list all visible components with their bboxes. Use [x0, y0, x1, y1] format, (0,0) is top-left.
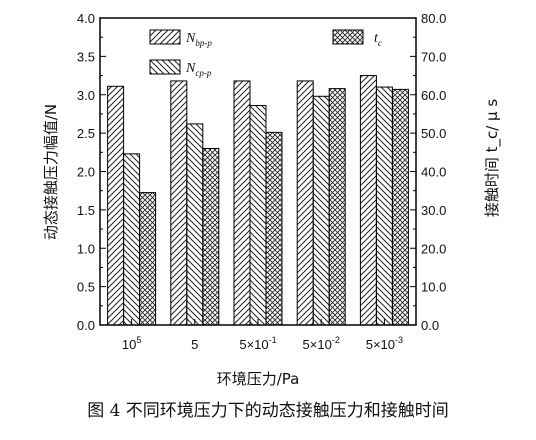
bar-ncp: [186, 123, 204, 326]
bar-tc: [391, 88, 409, 326]
legend-swatch-ncp: [149, 59, 181, 75]
left-tick-label: 2.5: [77, 126, 95, 141]
legend-label-ncp: Ncp-p: [185, 61, 212, 78]
right-tick-label: 80.0: [421, 11, 446, 26]
right-tick-label: 30.0: [421, 203, 446, 218]
x-tick-label: 5×10-1: [239, 335, 276, 352]
legend-label-nbp: Nbp-p: [185, 31, 212, 48]
x-tick-label: 5: [191, 337, 198, 352]
right-tick-label: 10.0: [421, 280, 446, 295]
right-tick-label: 0.0: [421, 318, 439, 333]
left-tick-label: 3.0: [77, 88, 95, 103]
bar-ncp: [312, 95, 330, 326]
bar-nbp: [107, 85, 125, 326]
right-axis-ticks: 0.0 10.0 20.0 30.0 40.0 50.0 60.0 70.0 80.0: [410, 11, 446, 333]
bar-ncp: [123, 153, 141, 326]
right-tick-label: 70.0: [421, 49, 446, 64]
legend: Nbp-p Ncp-p tc: [149, 29, 382, 78]
left-tick-label: 0.0: [77, 318, 95, 333]
left-axis-ticks: 0.0 0.5 1.0 1.5 2.0 2.5 3.0 3.5 4.0: [77, 11, 106, 333]
left-tick-label: 0.5: [77, 280, 95, 295]
left-tick-label: 3.5: [77, 49, 95, 64]
bar-nbp: [296, 80, 314, 326]
x-tick-label: 105: [122, 335, 141, 352]
bar-ncp: [375, 86, 393, 326]
right-tick-label: 60.0: [421, 88, 446, 103]
legend-swatch-tc: [332, 29, 364, 45]
x-tick-label: 5×10-2: [303, 335, 340, 352]
bar-nbp: [233, 80, 251, 326]
legend-label-tc: tc: [374, 31, 382, 48]
right-tick-label: 20.0: [421, 241, 446, 256]
figure-caption: 图 4 不同环境压力下的动态接触压力和接触时间: [87, 401, 449, 421]
bar-nbp: [170, 80, 188, 326]
legend-swatch-nbp: [149, 29, 181, 45]
bar-tc: [202, 147, 220, 326]
right-tick-label: 40.0: [421, 165, 446, 180]
chart: 0.0 0.5 1.0 1.5 2.0 2.5 3.0 3.5 4.0 0.0 10.0 20.0 3…: [42, 11, 502, 388]
bar-tc: [139, 192, 157, 326]
bar-ncp: [249, 104, 267, 326]
bars: [107, 75, 409, 326]
right-axis-title: 接触时间 t_c/ μ s: [483, 99, 502, 218]
left-tick-label: 1.5: [77, 203, 95, 218]
bar-tc: [265, 131, 283, 326]
left-tick-label: 4.0: [77, 11, 95, 26]
category-ticks: 105 5 5×10-1 5×10-2 5×10-3: [122, 319, 403, 352]
bar-tc: [328, 88, 346, 326]
bar-nbp: [359, 75, 377, 326]
right-tick-label: 50.0: [421, 126, 446, 141]
left-tick-label: 2.0: [77, 165, 95, 180]
left-tick-label: 1.0: [77, 241, 95, 256]
x-tick-label: 5×10-3: [366, 335, 403, 352]
x-axis-title: 环境压力/Pa: [217, 370, 300, 388]
left-axis-title: 动态接触压力幅值/N: [42, 104, 60, 240]
